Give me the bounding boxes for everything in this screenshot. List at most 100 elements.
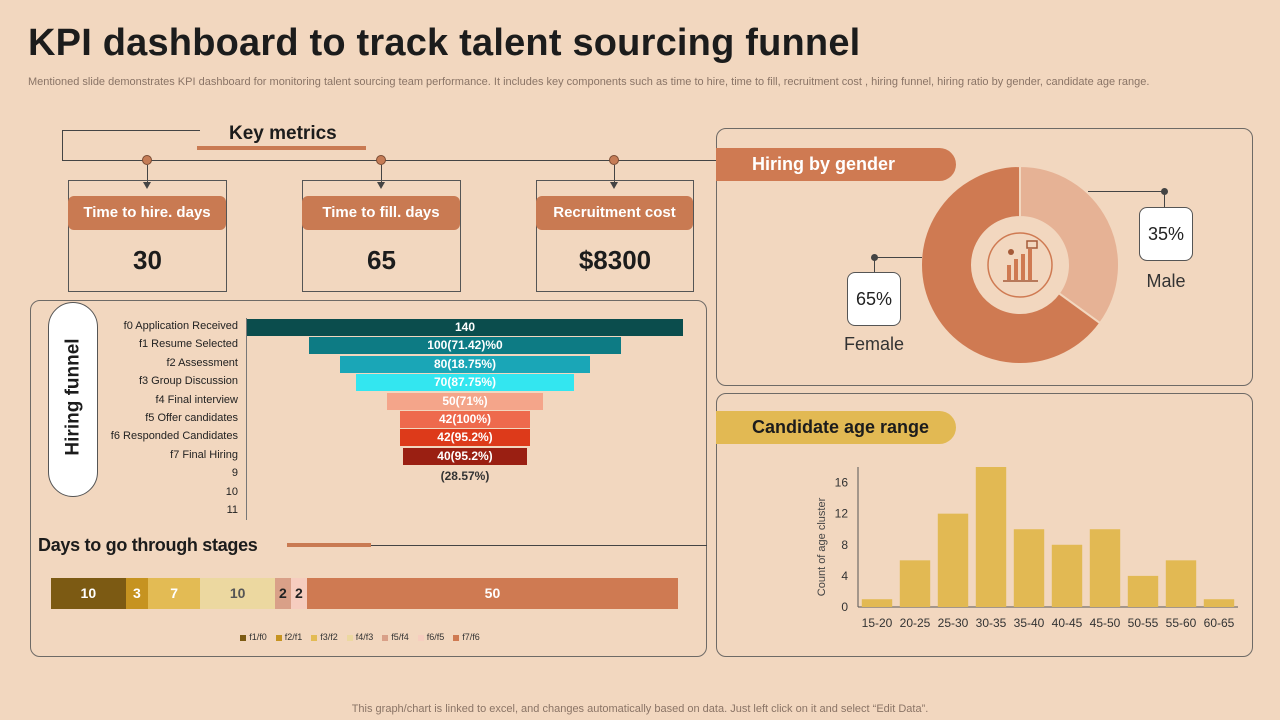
funnel-bar[interactable]: 42(95.2%) (399, 429, 531, 447)
funnel-bar[interactable]: 80(18.75%) (340, 355, 590, 373)
legend-item: f6/f5 (417, 632, 445, 642)
age-bar[interactable] (1165, 560, 1197, 607)
x-tick-label: 35-40 (1014, 616, 1045, 630)
funnel-stage-label: 11 (226, 504, 238, 516)
funnel-bar[interactable]: 42(100%) (399, 411, 531, 428)
funnel-stage-label: 9 (231, 467, 238, 480)
female-label: Female (843, 334, 905, 354)
x-tick-label: 45-50 (1090, 616, 1121, 630)
hiring-by-gender-title: Hiring by gender (716, 148, 956, 181)
funnel-bar[interactable]: 40(95.2%) (402, 447, 528, 465)
legend-swatch (311, 634, 318, 641)
age-bar[interactable] (975, 467, 1007, 607)
funnel-stage-label: 10 (225, 485, 238, 498)
candidate-age-title: Candidate age range (716, 411, 956, 444)
legend-item: f4/f3 (346, 632, 374, 642)
key-metrics-title: Key metrics (229, 123, 337, 144)
kpi-value: 65 (367, 245, 396, 275)
icon-ring (987, 232, 1053, 298)
kpi-label: Recruitment cost (536, 196, 693, 230)
candidate-age-bar-chart: 0 4 8 12 16 15-20 20-25 25-30 30-35 35-40 40-45 45-… (816, 467, 1238, 630)
legend-label: f7/f6 (462, 632, 480, 642)
legend-label: f2/f1 (284, 632, 303, 642)
legend-item: f1/f0 (240, 632, 267, 642)
kpi-card-recruitment-cost[interactable] (536, 180, 694, 292)
funnel-bar[interactable]: 50(71%) (387, 392, 543, 410)
kpi-card-time-to-fill[interactable] (302, 180, 461, 292)
y-tick-label: 4 (841, 569, 848, 583)
connector-line (874, 257, 875, 273)
key-metrics-underline (197, 146, 366, 150)
male-label: Male (1146, 271, 1186, 291)
kpi-card-time-to-hire[interactable] (68, 180, 227, 292)
legend-swatch (346, 634, 353, 641)
x-tick-label: 55-60 (1166, 616, 1197, 630)
connector-line (614, 165, 615, 183)
age-bar[interactable] (1127, 575, 1159, 607)
male-percent-callout: 35% (1139, 207, 1193, 261)
days-segment[interactable]: 10 (200, 578, 275, 609)
days-segment[interactable]: 50 (306, 578, 678, 609)
donut-slice-male[interactable] (1019, 164, 1120, 325)
days-segment[interactable]: 7 (148, 578, 201, 609)
days-segment[interactable]: 3 (125, 578, 149, 609)
connector-line (147, 165, 148, 183)
kpi-value: $8300 (578, 245, 652, 275)
age-bar[interactable] (937, 513, 969, 607)
x-tick-label: 40-45 (1052, 616, 1083, 630)
funnel-stage-label: f5 Offer candidates (145, 412, 238, 424)
funnel-stage-label: f1 Resume Selected (138, 338, 238, 351)
days-segment[interactable]: 2 (290, 578, 307, 609)
age-bar[interactable] (1013, 529, 1045, 607)
funnel-stage-label: f0 Application Received (123, 320, 238, 332)
page-subtitle: Mentioned slide demonstrates KPI dashboa… (28, 76, 1150, 88)
legend-label: f5/f4 (391, 632, 409, 642)
donut-slice-female[interactable] (920, 164, 1102, 365)
connector-line (875, 257, 922, 258)
age-bar[interactable] (1051, 544, 1083, 607)
footer-note: This graph/chart is linked to excel, and… (351, 703, 929, 715)
legend-item: f5/f4 (382, 632, 409, 642)
kpi-label: Time to fill. days (302, 196, 460, 230)
days-underline (287, 543, 371, 547)
funnel-bar[interactable]: 70(87.75%) (356, 374, 574, 392)
days-stacked-bar: 10 3 7 10 2 2 50 (51, 578, 678, 609)
age-bar[interactable] (1203, 599, 1235, 607)
arrow-down-icon (377, 182, 385, 189)
y-tick-label: 16 (835, 476, 849, 490)
legend-swatch (453, 634, 460, 641)
funnel-bar[interactable]: 100(71.42)%0 (309, 337, 621, 355)
page-title: KPI dashboard to track talent sourcing f… (28, 22, 861, 64)
days-segment[interactable]: 10 (51, 578, 126, 609)
days-segment[interactable]: 2 (274, 578, 291, 609)
connector-line (1088, 191, 1166, 192)
funnel-bar[interactable]: 140 (247, 319, 683, 336)
y-tick-label: 0 (841, 600, 848, 614)
x-tick-label: 30-35 (976, 616, 1007, 630)
age-bar[interactable] (861, 599, 893, 607)
legend-swatch (417, 634, 424, 641)
connector-dot (871, 254, 878, 261)
connector-line (371, 545, 707, 546)
funnel-stage-label: f7 Final Hiring (170, 448, 238, 461)
legend-label: f1/f0 (249, 632, 267, 642)
arrow-down-icon (143, 182, 151, 189)
gender-donut-chart (920, 164, 1120, 365)
legend-swatch (382, 634, 389, 641)
funnel-bar-label: (28.57%) (440, 469, 490, 484)
legend-label: f6/f5 (426, 632, 445, 642)
connector-line (62, 160, 718, 161)
legend-label: f4/f3 (355, 632, 374, 642)
age-bar[interactable] (1089, 529, 1121, 607)
x-tick-label: 60-65 (1204, 616, 1235, 630)
y-tick-label: 8 (841, 538, 848, 552)
days-title: Days to go through stages (38, 535, 258, 555)
funnel-stage-label: f6 Responded Candidates (110, 430, 238, 443)
connector-line (1164, 191, 1165, 207)
age-bar[interactable] (899, 560, 931, 607)
legend-item: f2/f1 (275, 632, 303, 642)
funnel-axis (246, 318, 247, 520)
y-tick-label: 12 (835, 507, 849, 521)
days-legend: f1/f0 f2/f1 f3/f2 f4/f3 f5/f4 f6/f5 f7/f6 (51, 627, 678, 645)
x-tick-label: 20-25 (900, 616, 931, 630)
